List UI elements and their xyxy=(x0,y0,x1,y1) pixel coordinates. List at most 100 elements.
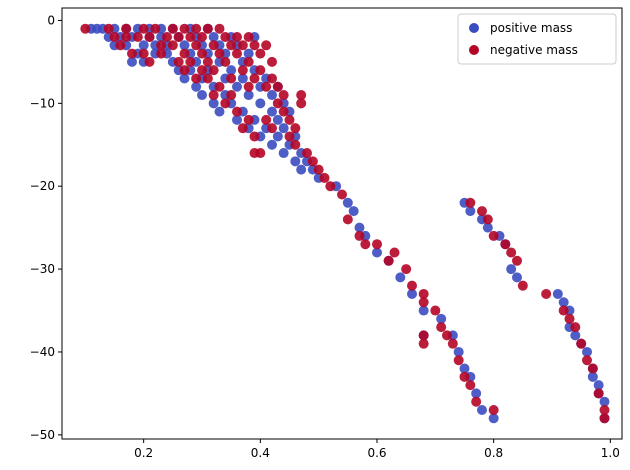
positive-mass-point xyxy=(348,206,359,217)
positive-mass-point xyxy=(208,32,219,43)
negative-mass-point xyxy=(208,40,219,51)
negative-mass-point xyxy=(226,40,237,51)
negative-mass-point xyxy=(354,230,365,241)
negative-mass-point xyxy=(389,247,400,258)
positive-mass-point xyxy=(506,264,517,275)
y-tick-label: −30 xyxy=(30,262,55,276)
positive-mass-point xyxy=(418,305,429,316)
negative-mass-point xyxy=(208,90,219,101)
negative-mass-point xyxy=(185,56,196,67)
x-tick-label: 0.8 xyxy=(484,446,503,460)
positive-mass-point xyxy=(267,106,277,117)
negative-mass-point xyxy=(179,65,190,76)
positive-mass-point xyxy=(226,65,237,76)
negative-mass-point xyxy=(599,413,610,424)
negative-mass-point xyxy=(255,48,266,59)
positive-mass-point xyxy=(342,197,353,208)
legend-label: negative mass xyxy=(490,43,578,57)
positive-mass-point xyxy=(255,98,266,109)
negative-mass-point xyxy=(465,380,476,391)
negative-mass-point xyxy=(471,396,482,407)
positive-mass-point xyxy=(477,404,487,415)
negative-mass-point xyxy=(191,40,202,51)
x-tick-label: 0.6 xyxy=(367,446,386,460)
negative-mass-point xyxy=(430,305,441,316)
negative-mass-point xyxy=(197,32,207,43)
x-tick-label: 0.4 xyxy=(251,446,270,460)
y-tick-label: −40 xyxy=(30,345,55,359)
positive-mass-point xyxy=(267,90,277,101)
negative-mass-point xyxy=(418,288,429,299)
negative-mass-point xyxy=(191,73,202,84)
negative-mass-point xyxy=(407,280,417,291)
negative-mass-point xyxy=(197,48,207,59)
negative-mass-point xyxy=(593,388,604,399)
negative-mass-point xyxy=(121,32,132,43)
negative-mass-point xyxy=(272,98,283,109)
negative-mass-point xyxy=(127,48,137,59)
negative-mass-point xyxy=(541,288,552,299)
y-tick-label: 0 xyxy=(47,13,55,27)
negative-mass-point xyxy=(418,338,429,349)
positive-mass-point xyxy=(243,48,254,59)
negative-mass-point xyxy=(500,239,511,250)
negative-mass-point xyxy=(383,255,394,266)
negative-mass-point xyxy=(558,305,569,316)
negative-mass-point xyxy=(296,98,307,109)
negative-mass-point xyxy=(307,156,318,167)
negative-mass-point xyxy=(132,32,143,43)
positive-mass-point xyxy=(372,247,382,258)
negative-mass-point xyxy=(436,322,447,333)
positive-mass-point xyxy=(179,73,190,84)
positive-mass-point xyxy=(214,106,225,117)
negative-mass-point xyxy=(202,23,213,34)
positive-mass-point xyxy=(179,40,190,51)
positive-mass-point xyxy=(278,148,289,159)
negative-mass-point xyxy=(506,247,517,258)
negative-mass-point xyxy=(80,23,91,34)
negative-mass-point xyxy=(237,123,248,134)
positive-mass-point xyxy=(243,90,254,101)
negative-mass-point xyxy=(243,56,254,67)
positive-mass-point xyxy=(272,114,283,125)
positive-mass-point xyxy=(208,98,219,109)
positive-mass-point xyxy=(290,156,301,167)
negative-mass-point xyxy=(237,65,248,76)
negative-mass-point xyxy=(121,23,132,34)
legend-label: positive mass xyxy=(490,21,572,35)
negative-mass-point xyxy=(488,404,499,415)
negative-mass-point xyxy=(191,23,202,34)
negative-mass-point xyxy=(167,23,178,34)
y-tick-label: −50 xyxy=(30,428,55,442)
negative-mass-point xyxy=(587,363,598,374)
positive-mass-point xyxy=(570,330,581,341)
positive-mass-point xyxy=(232,114,242,125)
positive-mass-point xyxy=(197,90,207,101)
negative-mass-point xyxy=(249,131,260,142)
negative-mass-point xyxy=(517,280,528,291)
negative-mass-point xyxy=(453,355,464,366)
negative-mass-point xyxy=(261,114,272,125)
negative-mass-point xyxy=(488,230,499,241)
legend-box xyxy=(457,13,617,65)
negative-mass-point xyxy=(243,114,254,125)
negative-mass-point xyxy=(564,313,575,324)
negative-mass-point xyxy=(156,40,167,51)
positive-mass-point xyxy=(459,363,470,374)
positive-mass-point xyxy=(272,131,283,142)
negative-mass-point xyxy=(290,139,301,150)
y-axis-ticks: 0 −10 −20 −30 −40 −50 xyxy=(30,13,62,442)
negative-mass-point xyxy=(232,32,242,43)
y-tick-label: −20 xyxy=(30,179,55,193)
negative-mass-point xyxy=(261,40,272,51)
negative-mass-point xyxy=(313,164,324,175)
negative-mass-point xyxy=(459,371,470,382)
negative-mass-point xyxy=(278,106,289,117)
negative-mass-point xyxy=(214,48,225,59)
positive-mass-point xyxy=(436,313,447,324)
negative-mass-point xyxy=(214,23,225,34)
positive-mass-point xyxy=(278,123,289,134)
negative-mass-point xyxy=(243,32,254,43)
negative-mass-point xyxy=(284,114,295,125)
